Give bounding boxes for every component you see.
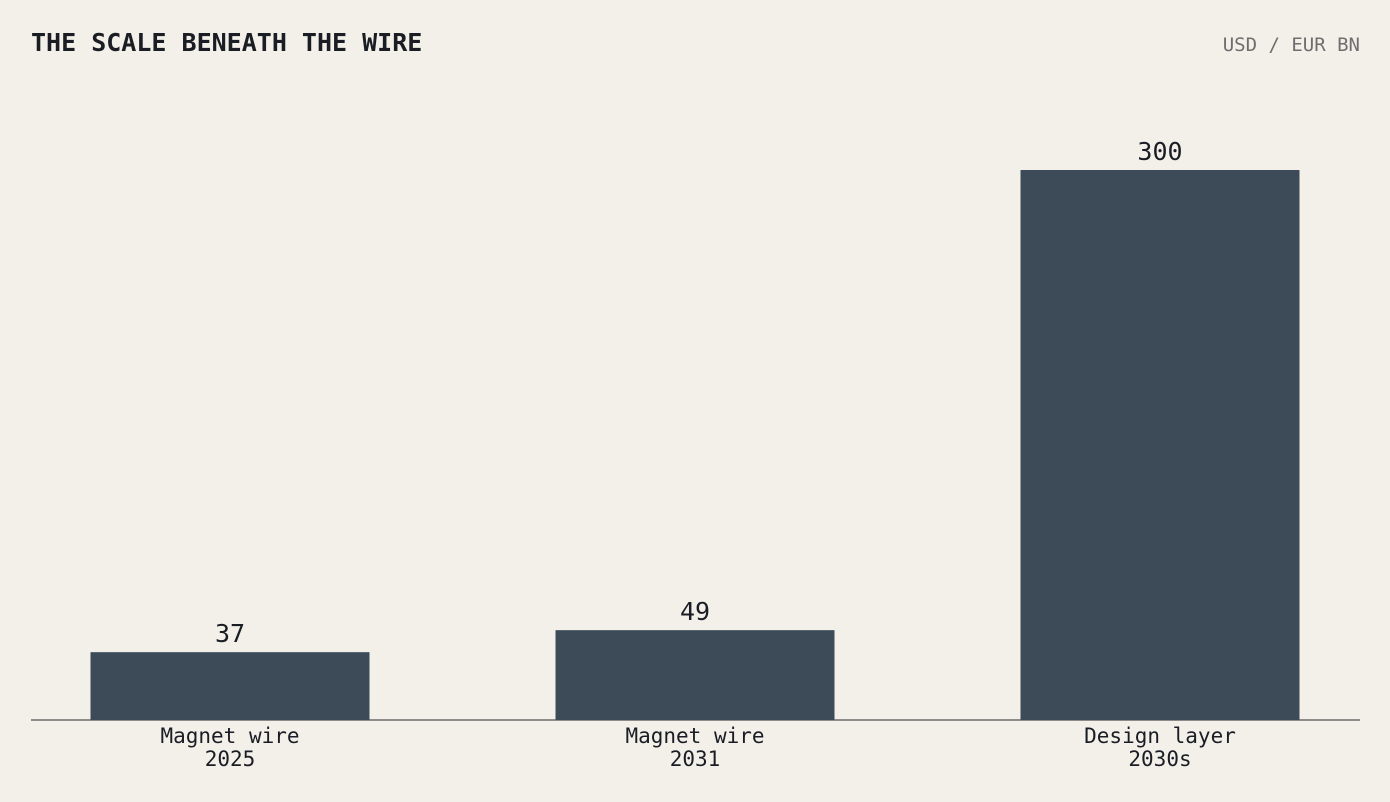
chart-subtitle: USD / EUR BN bbox=[1223, 34, 1360, 56]
bar bbox=[555, 630, 835, 720]
value-label: 300 bbox=[1137, 137, 1182, 166]
x-tick-label: Magnet wire 2025 bbox=[160, 724, 300, 771]
value-label: 49 bbox=[680, 597, 710, 626]
bar bbox=[1020, 170, 1300, 720]
x-tick-label: Design layer 2030s bbox=[1084, 724, 1236, 771]
bar bbox=[90, 652, 370, 720]
chart-title: THE SCALE BENEATH THE WIRE bbox=[31, 28, 422, 57]
value-label: 37 bbox=[215, 619, 245, 648]
x-tick-label: Magnet wire 2031 bbox=[625, 724, 765, 771]
